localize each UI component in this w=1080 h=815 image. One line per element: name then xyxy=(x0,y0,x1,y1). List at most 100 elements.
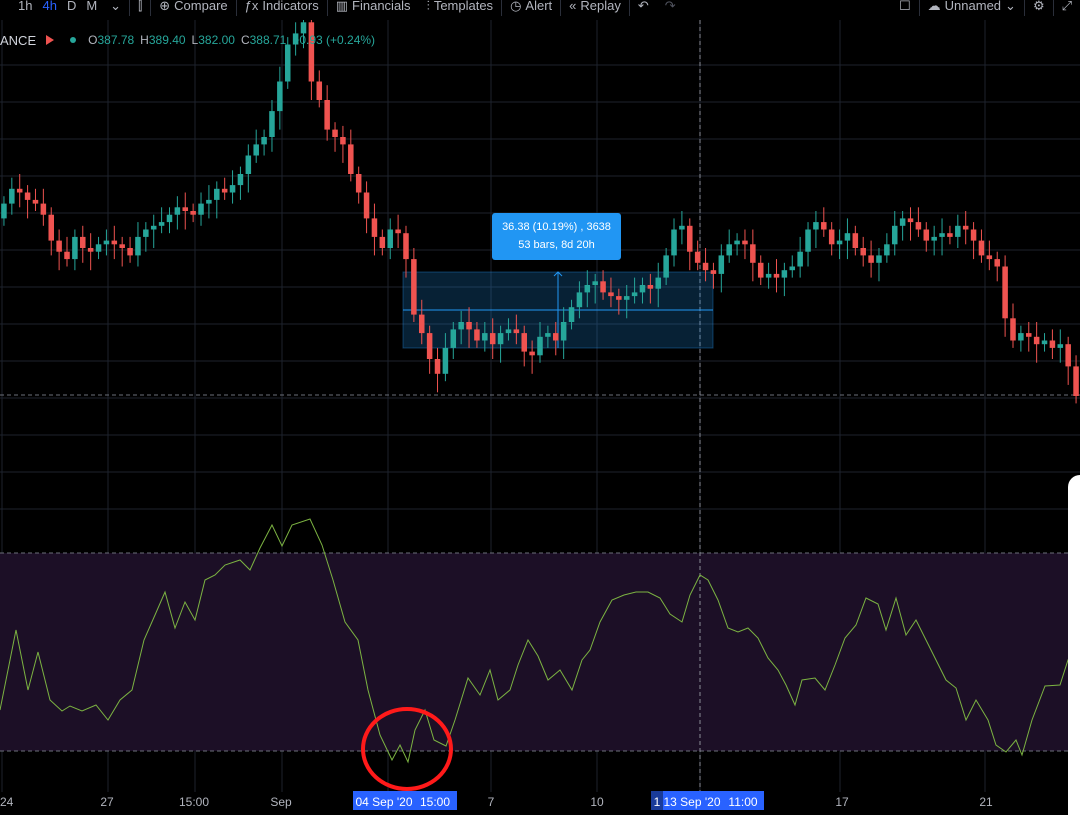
expand-button[interactable]: ⤢ xyxy=(1054,0,1080,12)
candle-body xyxy=(884,244,890,256)
flag-icon[interactable] xyxy=(46,35,55,45)
candle-body xyxy=(537,336,543,356)
templates-button[interactable]: ⫶ Templates xyxy=(419,0,502,12)
interval-1h[interactable]: 1h xyxy=(18,0,33,13)
candle-body xyxy=(1010,318,1016,341)
compare-button[interactable]: ⊕ Compare xyxy=(151,0,235,12)
interval-4h[interactable]: 4h xyxy=(42,0,57,13)
candle xyxy=(852,225,859,256)
highlight-circle xyxy=(361,707,453,791)
toolbar-separator xyxy=(235,0,237,16)
candle-body xyxy=(813,222,819,230)
candle-body xyxy=(261,137,267,145)
replay-button[interactable]: «Replay xyxy=(561,0,629,13)
candle-body xyxy=(332,129,338,137)
candle xyxy=(584,270,591,308)
side-panel-edge[interactable] xyxy=(1068,475,1080,815)
candle-body xyxy=(568,307,575,322)
candle-body xyxy=(639,285,646,293)
candle xyxy=(379,229,386,256)
candle xyxy=(434,347,441,393)
interval-dropdown[interactable]: ⌄ xyxy=(102,0,129,12)
candle xyxy=(726,229,732,263)
candle-body xyxy=(891,225,898,245)
financials-button[interactable]: ▥ Financials xyxy=(328,0,419,13)
candle xyxy=(931,225,937,256)
candle xyxy=(466,307,472,348)
candle xyxy=(324,85,330,141)
layout-menu-button[interactable]: ☁ Unnamed ⌄ xyxy=(920,0,1024,13)
symbol-legend: ANCE O387.78 H389.40 L382.00 C388.71 +0.… xyxy=(0,31,375,49)
candle-body xyxy=(947,233,953,237)
candle-body xyxy=(48,214,54,241)
interval-d[interactable]: D xyxy=(66,0,77,13)
candle-body xyxy=(710,270,717,274)
candle xyxy=(1049,329,1056,359)
candle-body xyxy=(1041,340,1048,345)
candle-body xyxy=(702,262,709,271)
candle xyxy=(308,14,315,100)
candle xyxy=(340,125,346,163)
settings-button[interactable]: ⚙ xyxy=(1025,0,1053,12)
fullscreen-toggle[interactable]: ☐ xyxy=(891,0,919,12)
candle xyxy=(1,196,7,226)
candle-body xyxy=(127,248,133,256)
candle xyxy=(1033,322,1040,363)
redo-button[interactable]: ↷ xyxy=(657,0,684,13)
candle xyxy=(828,222,835,256)
candle-body xyxy=(962,225,969,230)
candle-body xyxy=(600,281,606,293)
candle-body xyxy=(324,100,330,130)
time-label-10: 10 xyxy=(590,795,604,809)
candle xyxy=(48,207,54,256)
candle xyxy=(150,214,157,248)
candle-body xyxy=(631,292,638,297)
candle xyxy=(836,229,843,260)
candle-body xyxy=(474,329,480,341)
candle-body xyxy=(553,333,559,341)
undo-button[interactable]: ↶ xyxy=(630,0,657,13)
candle-body xyxy=(1049,340,1056,348)
candle-body xyxy=(64,251,70,260)
candle-body xyxy=(308,22,315,82)
candle-body xyxy=(111,240,118,245)
replay-label: Replay xyxy=(580,0,621,13)
candle-body xyxy=(726,244,732,256)
candle xyxy=(986,240,993,271)
candle xyxy=(765,262,772,289)
candle-body xyxy=(80,236,86,248)
symbol-name[interactable]: ANCE xyxy=(0,32,37,48)
candle-body xyxy=(442,347,449,374)
candle xyxy=(1018,325,1024,352)
interval-m[interactable]: M xyxy=(86,0,98,13)
candle xyxy=(742,229,748,260)
candle xyxy=(718,244,725,293)
time-label-partial: 1 xyxy=(654,795,661,809)
candle xyxy=(229,170,236,204)
candle-body xyxy=(742,240,748,245)
candle xyxy=(16,174,23,208)
top-toolbar: 1h 4h D M ⌄ ⫿ ⊕ Compare ƒx Indicators ▥ Fin… xyxy=(0,0,1080,20)
candle xyxy=(710,262,717,289)
candle-body xyxy=(994,259,1000,267)
time-label-27: 27 xyxy=(100,795,114,809)
alarm-clock-icon: ◷ xyxy=(510,0,522,13)
chevron-down-icon: ⌄ xyxy=(1005,0,1016,13)
chart-type-button[interactable]: ⫿ xyxy=(130,0,150,12)
candle-body xyxy=(505,329,512,334)
candle xyxy=(844,218,851,260)
indicators-button[interactable]: ƒx Indicators xyxy=(237,0,327,12)
bar-chart-icon: ▥ xyxy=(335,0,349,13)
time-label-crosshair-time: 11:00 xyxy=(728,795,757,809)
candle-body xyxy=(56,240,62,252)
alert-button[interactable]: ◷ Alert xyxy=(502,0,560,13)
candle xyxy=(915,207,922,237)
candle xyxy=(1057,329,1064,363)
undo-icon: ↶ xyxy=(637,0,649,13)
candle xyxy=(261,129,267,156)
candle-body xyxy=(32,199,39,204)
redo-icon: ↷ xyxy=(664,0,676,13)
candle xyxy=(411,248,417,322)
candle-body xyxy=(395,229,401,234)
